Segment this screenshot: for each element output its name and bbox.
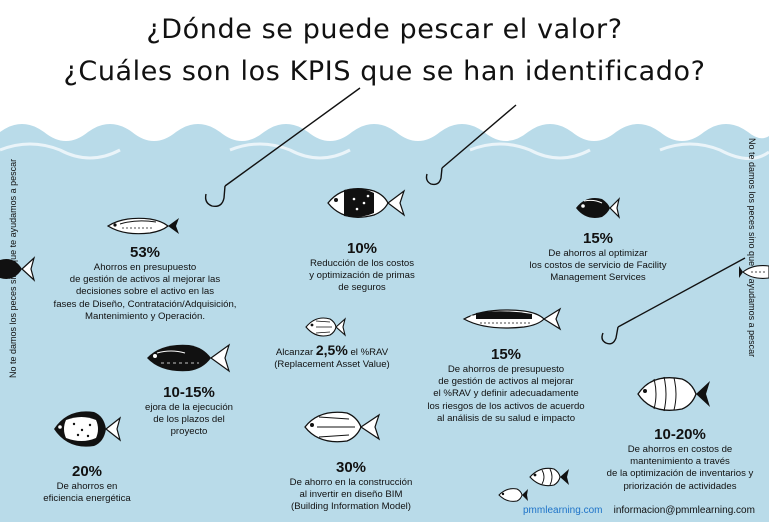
kpi-value: 10%	[346, 240, 378, 257]
kpi-line: De ahorros al optimizar	[548, 248, 648, 259]
kpi-block: 15% De ahorros al optimizar los costos d…	[512, 230, 684, 285]
kpi-block: 53% Ahorros en presupuesto de gestión de…	[40, 244, 250, 323]
fish-icon	[462, 307, 562, 331]
fish-icon	[498, 488, 528, 502]
kpi-line: De ahorros de presupuesto	[447, 364, 565, 375]
kpi-value: 53%	[129, 244, 161, 261]
kpi-line: Management Services	[550, 272, 646, 284]
fishing-hook-icon	[425, 104, 517, 186]
kpi-line: de los plazos del	[153, 414, 225, 426]
kpi-block: 10% Reducción de los costos y optimizaci…	[282, 240, 442, 295]
kpi-prefix: Alcanzar	[275, 347, 314, 358]
kpi-block: 10-20% De ahorros en costos de mantenimi…	[592, 426, 768, 493]
kpi-line: los costos de servicio de Facility	[529, 260, 667, 272]
fish-icon	[305, 317, 346, 337]
kpi-value: 15%	[582, 230, 614, 247]
fish-icon	[739, 265, 769, 279]
fish-icon	[0, 256, 36, 282]
kpi-value: 15%	[490, 346, 522, 363]
kpi-line: priorización de actividades	[623, 480, 737, 492]
fish-icon	[327, 188, 406, 218]
fish-icon	[637, 376, 710, 412]
footer: pmmlearning.com informacion@pmmlearning.…	[523, 505, 755, 516]
kpi-line: De ahorros en	[56, 481, 118, 492]
kpi-line: de seguros	[338, 282, 386, 294]
kpi-line: (Building Information Model)	[291, 501, 411, 513]
kpi-value: 10-20%	[654, 426, 706, 443]
kpi-line: De ahorro en la construcción	[289, 477, 413, 488]
fish-icon	[147, 343, 231, 373]
kpi-block: 30% De ahorro en la construcción al inve…	[270, 459, 432, 514]
kpi-line: al análisis de su salud e impacto	[436, 412, 576, 424]
kpi-line: Mantenimiento y Operación.	[85, 310, 205, 322]
kpi-line: decisiones sobre el activo en las	[75, 286, 215, 298]
kpi-line: proyecto	[170, 426, 208, 438]
kpi-line: Ahorros en presupuesto	[93, 262, 197, 273]
kpi-value: 20%	[71, 463, 103, 480]
kpi-value: 2,5%	[315, 342, 348, 358]
kpi-value: 10-15%	[163, 384, 215, 401]
kpi-block: 15% De ahorros de presupuesto de gestión…	[418, 346, 594, 425]
website-link[interactable]: pmmlearning.com	[523, 505, 603, 516]
page-title: ¿Dónde se puede pescar el valor?	[146, 14, 623, 45]
fish-icon	[304, 411, 381, 443]
side-slogan-right: No te damos los peces sino que te ayudam…	[747, 138, 757, 358]
kpi-line: fases de Diseño, Contratación/Adquisició…	[53, 298, 237, 310]
kpi-suffix: el %RAV	[350, 347, 389, 358]
kpi-line: Reducción de los costos	[310, 258, 414, 269]
kpi-line: eficiencia energética	[43, 493, 131, 505]
kpi-block: 10-15% ejora de la ejecución de los plaz…	[126, 384, 252, 439]
fish-icon	[576, 197, 620, 219]
kpi-line: ejora de la ejecución	[144, 402, 233, 413]
kpi-line: y optimización de primas	[309, 270, 415, 282]
kpi-line: mantenimiento a través	[630, 456, 730, 468]
page-subtitle: ¿Cuáles son los KPIS que se han identifi…	[63, 56, 706, 87]
fishing-hook-icon	[601, 257, 746, 345]
kpi-value: 30%	[335, 459, 367, 476]
kpi-line: el %RAV y definir adecuadamente	[433, 388, 579, 400]
email-link[interactable]: informacion@pmmlearning.com	[613, 505, 755, 516]
kpi-line: los riesgos de los activos de acuerdo	[427, 400, 585, 412]
kpi-line: de gestión de activos al mejorar	[438, 376, 574, 388]
fishing-hook-icon	[204, 87, 361, 208]
kpi-line: de gestión de activos al mejorar las	[69, 274, 221, 286]
kpi-line: (Replacement Asset Value)	[274, 359, 390, 371]
fish-icon	[54, 411, 122, 447]
kpi-line: de la optimización de inventarios y	[606, 468, 754, 480]
fish-icon	[106, 217, 179, 235]
kpi-line: al invertir en diseño BIM	[299, 489, 403, 501]
kpi-line: De ahorros en costos de	[627, 444, 733, 455]
kpi-block: Alcanzar 2,5% el %RAV (Replacement Asset…	[258, 342, 406, 371]
kpi-block: 20% De ahorros en eficiencia energética	[28, 463, 146, 505]
fish-icon	[529, 467, 569, 487]
kpi-inline: Alcanzar 2,5% el %RAV	[258, 342, 406, 359]
